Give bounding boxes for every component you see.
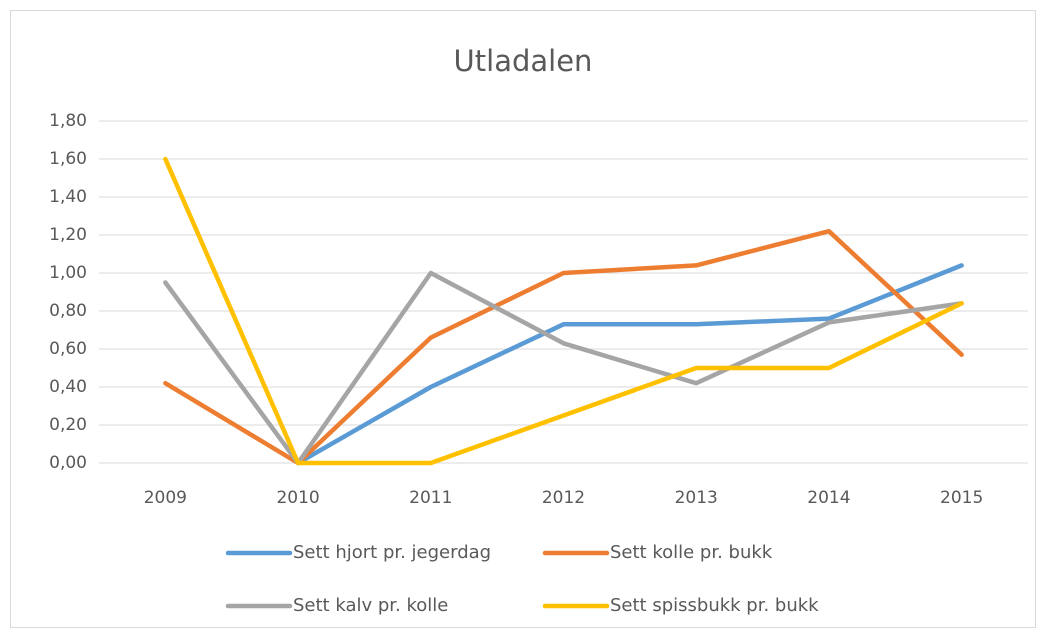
x-tick-label: 2012 (542, 488, 585, 508)
y-tick-label: 1,60 (49, 149, 87, 169)
legend-label: Sett kalv pr. kolle (293, 595, 448, 616)
x-tick-label: 2013 (675, 488, 718, 508)
y-tick-label: 1,80 (49, 111, 87, 131)
legend-label: Sett kolle pr. bukk (610, 542, 773, 563)
y-tick-label: 1,40 (49, 187, 87, 207)
x-tick-label: 2011 (409, 488, 452, 508)
y-tick-label: 0,20 (49, 415, 87, 435)
y-tick-label: 1,00 (49, 263, 87, 283)
series-line (163, 156, 964, 466)
x-tick-label: 2014 (807, 488, 850, 508)
x-tick-label: 2010 (276, 488, 319, 508)
y-tick-label: 0,60 (49, 339, 87, 359)
x-tick-label: 2015 (940, 488, 983, 508)
legend-label: Sett hjort pr. jegerdag (293, 542, 491, 563)
y-tick-label: 0,40 (49, 377, 87, 397)
chart-frame (10, 10, 1036, 628)
legend-label: Sett spissbukk pr. bukk (610, 595, 819, 616)
chart-title: Utladalen (454, 44, 593, 78)
y-tick-label: 0,00 (49, 453, 87, 473)
x-tick-label: 2009 (144, 488, 187, 508)
y-tick-label: 1,20 (49, 225, 87, 245)
series-line (295, 263, 964, 466)
y-tick-label: 0,80 (49, 301, 87, 321)
